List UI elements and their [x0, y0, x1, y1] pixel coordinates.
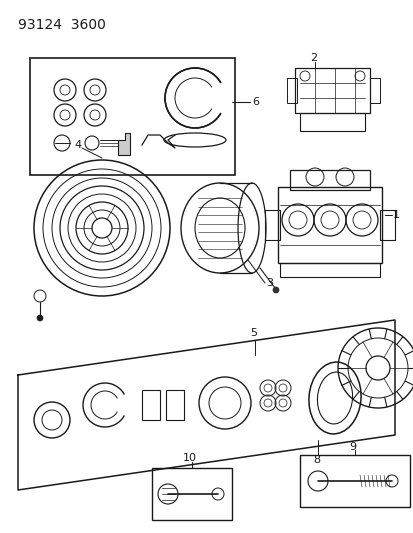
Circle shape	[272, 287, 278, 293]
Circle shape	[37, 315, 43, 321]
Text: 4: 4	[74, 140, 81, 150]
Text: 93124  3600: 93124 3600	[18, 18, 106, 32]
Bar	[299, 455, 409, 507]
Bar	[152, 468, 231, 520]
Bar	[379, 210, 394, 240]
Polygon shape	[118, 133, 130, 155]
Bar	[369, 78, 379, 103]
Bar	[286, 78, 296, 103]
Bar	[279, 263, 379, 277]
Bar	[294, 68, 369, 113]
Bar	[142, 390, 159, 420]
Text: 2: 2	[309, 53, 316, 63]
Wedge shape	[195, 82, 226, 114]
Text: 1: 1	[392, 210, 399, 220]
Bar	[30, 58, 235, 175]
Text: 10: 10	[183, 453, 197, 463]
Bar	[289, 170, 369, 190]
Text: 9: 9	[348, 442, 355, 452]
Wedge shape	[195, 82, 226, 114]
Text: 3: 3	[266, 278, 272, 288]
Bar	[277, 187, 381, 263]
Text: 5: 5	[249, 328, 256, 338]
Bar	[264, 210, 279, 240]
Text: 8: 8	[312, 455, 319, 465]
Bar	[166, 390, 183, 420]
Text: 6: 6	[252, 97, 259, 107]
Bar	[299, 113, 364, 131]
